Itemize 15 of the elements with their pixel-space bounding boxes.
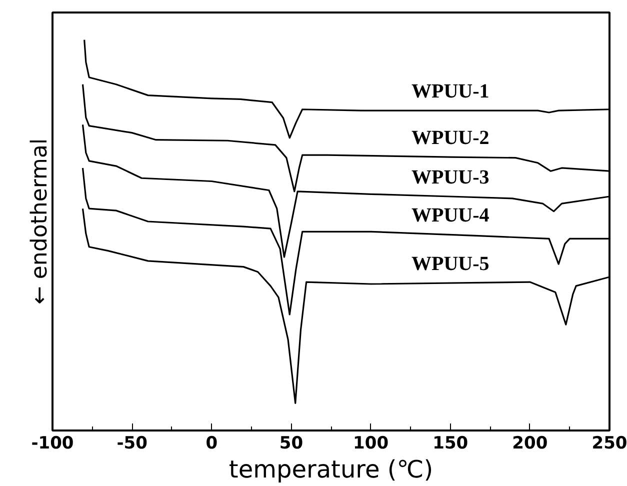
x-tick-label: 0 xyxy=(206,434,218,454)
series-label: WPUU-4 xyxy=(411,204,490,227)
x-tick-label: 100 xyxy=(353,434,389,454)
series-label: WPUU-3 xyxy=(411,166,490,188)
x-tick-label: 150 xyxy=(432,434,468,454)
x-tick-label: -100 xyxy=(31,434,74,454)
x-axis-title: temperature (℃) xyxy=(228,456,434,484)
series-label: WPUU-2 xyxy=(411,127,490,150)
series-label: WPUU-1 xyxy=(411,80,490,103)
x-tick-label: 200 xyxy=(512,434,548,454)
x-tick-label: -50 xyxy=(116,434,148,454)
x-tick-label: 250 xyxy=(592,434,627,454)
x-tick-label: 50 xyxy=(279,434,304,454)
series-label: WPUU-5 xyxy=(411,253,490,276)
y-axis-title: ← endothermal xyxy=(28,138,52,305)
